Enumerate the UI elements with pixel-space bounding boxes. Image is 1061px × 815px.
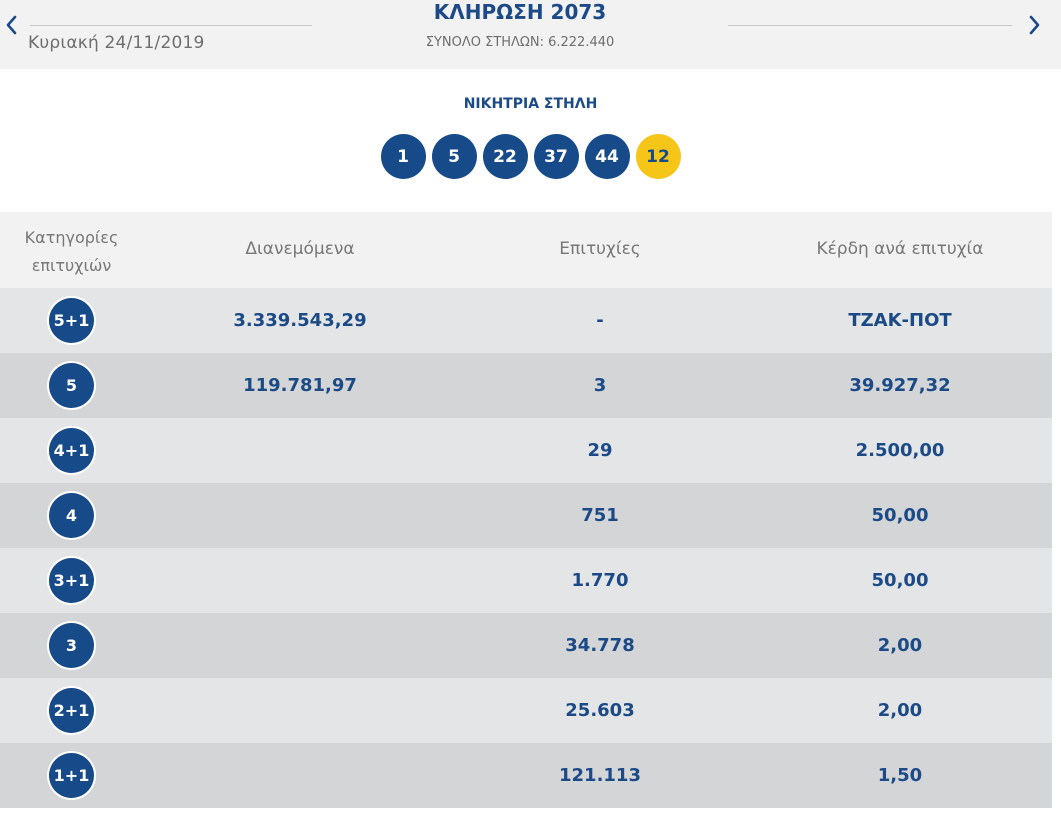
winning-column-title: ΝΙΚΗΤΡΙΑ ΣΤΗΛΗ	[463, 96, 598, 112]
category-badge: 3+1	[49, 558, 94, 603]
category-badge: 4	[49, 493, 94, 538]
winning-number-ball: 1	[380, 134, 426, 179]
prize-value: 50,00	[871, 570, 929, 591]
draw-header: Κυριακή 24/11/2019 ΚΛΗΡΩΣΗ 2073 ΣΥΝΟΛΟ Σ…	[0, 0, 1061, 69]
distributed-value	[200, 418, 400, 483]
header-distributed: Διανεμόμενα	[245, 239, 355, 259]
chevron-left-icon	[6, 15, 17, 35]
wins-value: 34.778	[565, 635, 635, 656]
prize-value: 1,50	[877, 765, 923, 786]
distributed-value	[200, 613, 400, 678]
table-row: 3+1 1.770 50,00	[0, 548, 1052, 613]
winning-number-ball: 37	[533, 134, 579, 179]
table-header: Κατηγορίες επιτυχιών Διανεμόμενα Επιτυχί…	[0, 212, 1052, 288]
table-row: 4 751 50,00	[0, 483, 1052, 548]
category-badge: 1+1	[49, 753, 94, 798]
distributed-value: 3.339.543,29	[233, 310, 367, 331]
header-categories-line1: Κατηγορίες	[24, 228, 119, 247]
wins-value: 29	[587, 440, 613, 461]
table-row: 5+1 3.339.543,29 - ΤΖΑΚ-ΠΟΤ	[0, 288, 1052, 353]
prize-table: Κατηγορίες επιτυχιών Διανεμόμενα Επιτυχί…	[0, 212, 1052, 808]
joker-number-ball: 12	[635, 134, 681, 179]
distributed-value	[200, 548, 400, 613]
distributed-value	[200, 678, 400, 743]
wins-value: 121.113	[559, 765, 641, 786]
table-row: 1+1 121.113 1,50	[0, 743, 1052, 808]
table-row: 3 34.778 2,00	[0, 613, 1052, 678]
prize-value: ΤΖΑΚ-ΠΟΤ	[848, 310, 952, 331]
header-categories: Κατηγορίες επιτυχιών	[0, 224, 143, 280]
category-badge: 5+1	[49, 298, 94, 343]
category-badge: 2+1	[49, 688, 94, 733]
prize-value: 50,00	[871, 505, 929, 526]
distributed-value	[200, 743, 400, 808]
winning-number-ball: 5	[431, 134, 477, 179]
prize-value: 2.500,00	[855, 440, 945, 461]
divider-left	[30, 25, 312, 26]
header-prize-per-win: Κέρδη ανά επιτυχία	[816, 239, 984, 259]
distributed-value: 119.781,97	[243, 375, 357, 396]
winning-number-ball: 44	[584, 134, 630, 179]
table-row: 4+1 29 2.500,00	[0, 418, 1052, 483]
wins-value: -	[596, 310, 604, 331]
header-categories-line2: επιτυχιών	[31, 256, 112, 275]
distributed-value	[200, 483, 400, 548]
previous-draw-button[interactable]	[0, 12, 22, 38]
category-badge: 5	[49, 363, 94, 408]
table-row: 2+1 25.603 2,00	[0, 678, 1052, 743]
wins-value: 25.603	[565, 700, 635, 721]
draw-date: Κυριακή 24/11/2019	[28, 33, 205, 53]
header-wins: Επιτυχίες	[559, 239, 641, 259]
table-row: 5 119.781,97 3 39.927,32	[0, 353, 1052, 418]
wins-value: 3	[593, 375, 607, 396]
winning-number-ball: 22	[482, 134, 528, 179]
category-badge: 4+1	[49, 428, 94, 473]
divider-right	[728, 25, 1012, 26]
total-columns: ΣΥΝΟΛΟ ΣΤΗΛΩΝ: 6.222.440	[425, 35, 615, 50]
winning-numbers: 1 5 22 37 44 12	[0, 134, 1061, 179]
draw-title: ΚΛΗΡΩΣΗ 2073	[433, 0, 607, 24]
wins-value: 751	[581, 505, 619, 526]
prize-value: 2,00	[877, 635, 923, 656]
prize-value: 2,00	[877, 700, 923, 721]
wins-value: 1.770	[571, 570, 629, 591]
category-badge: 3	[49, 623, 94, 668]
next-draw-button[interactable]	[1024, 12, 1046, 38]
chevron-right-icon	[1029, 15, 1040, 35]
prize-value: 39.927,32	[849, 375, 951, 396]
